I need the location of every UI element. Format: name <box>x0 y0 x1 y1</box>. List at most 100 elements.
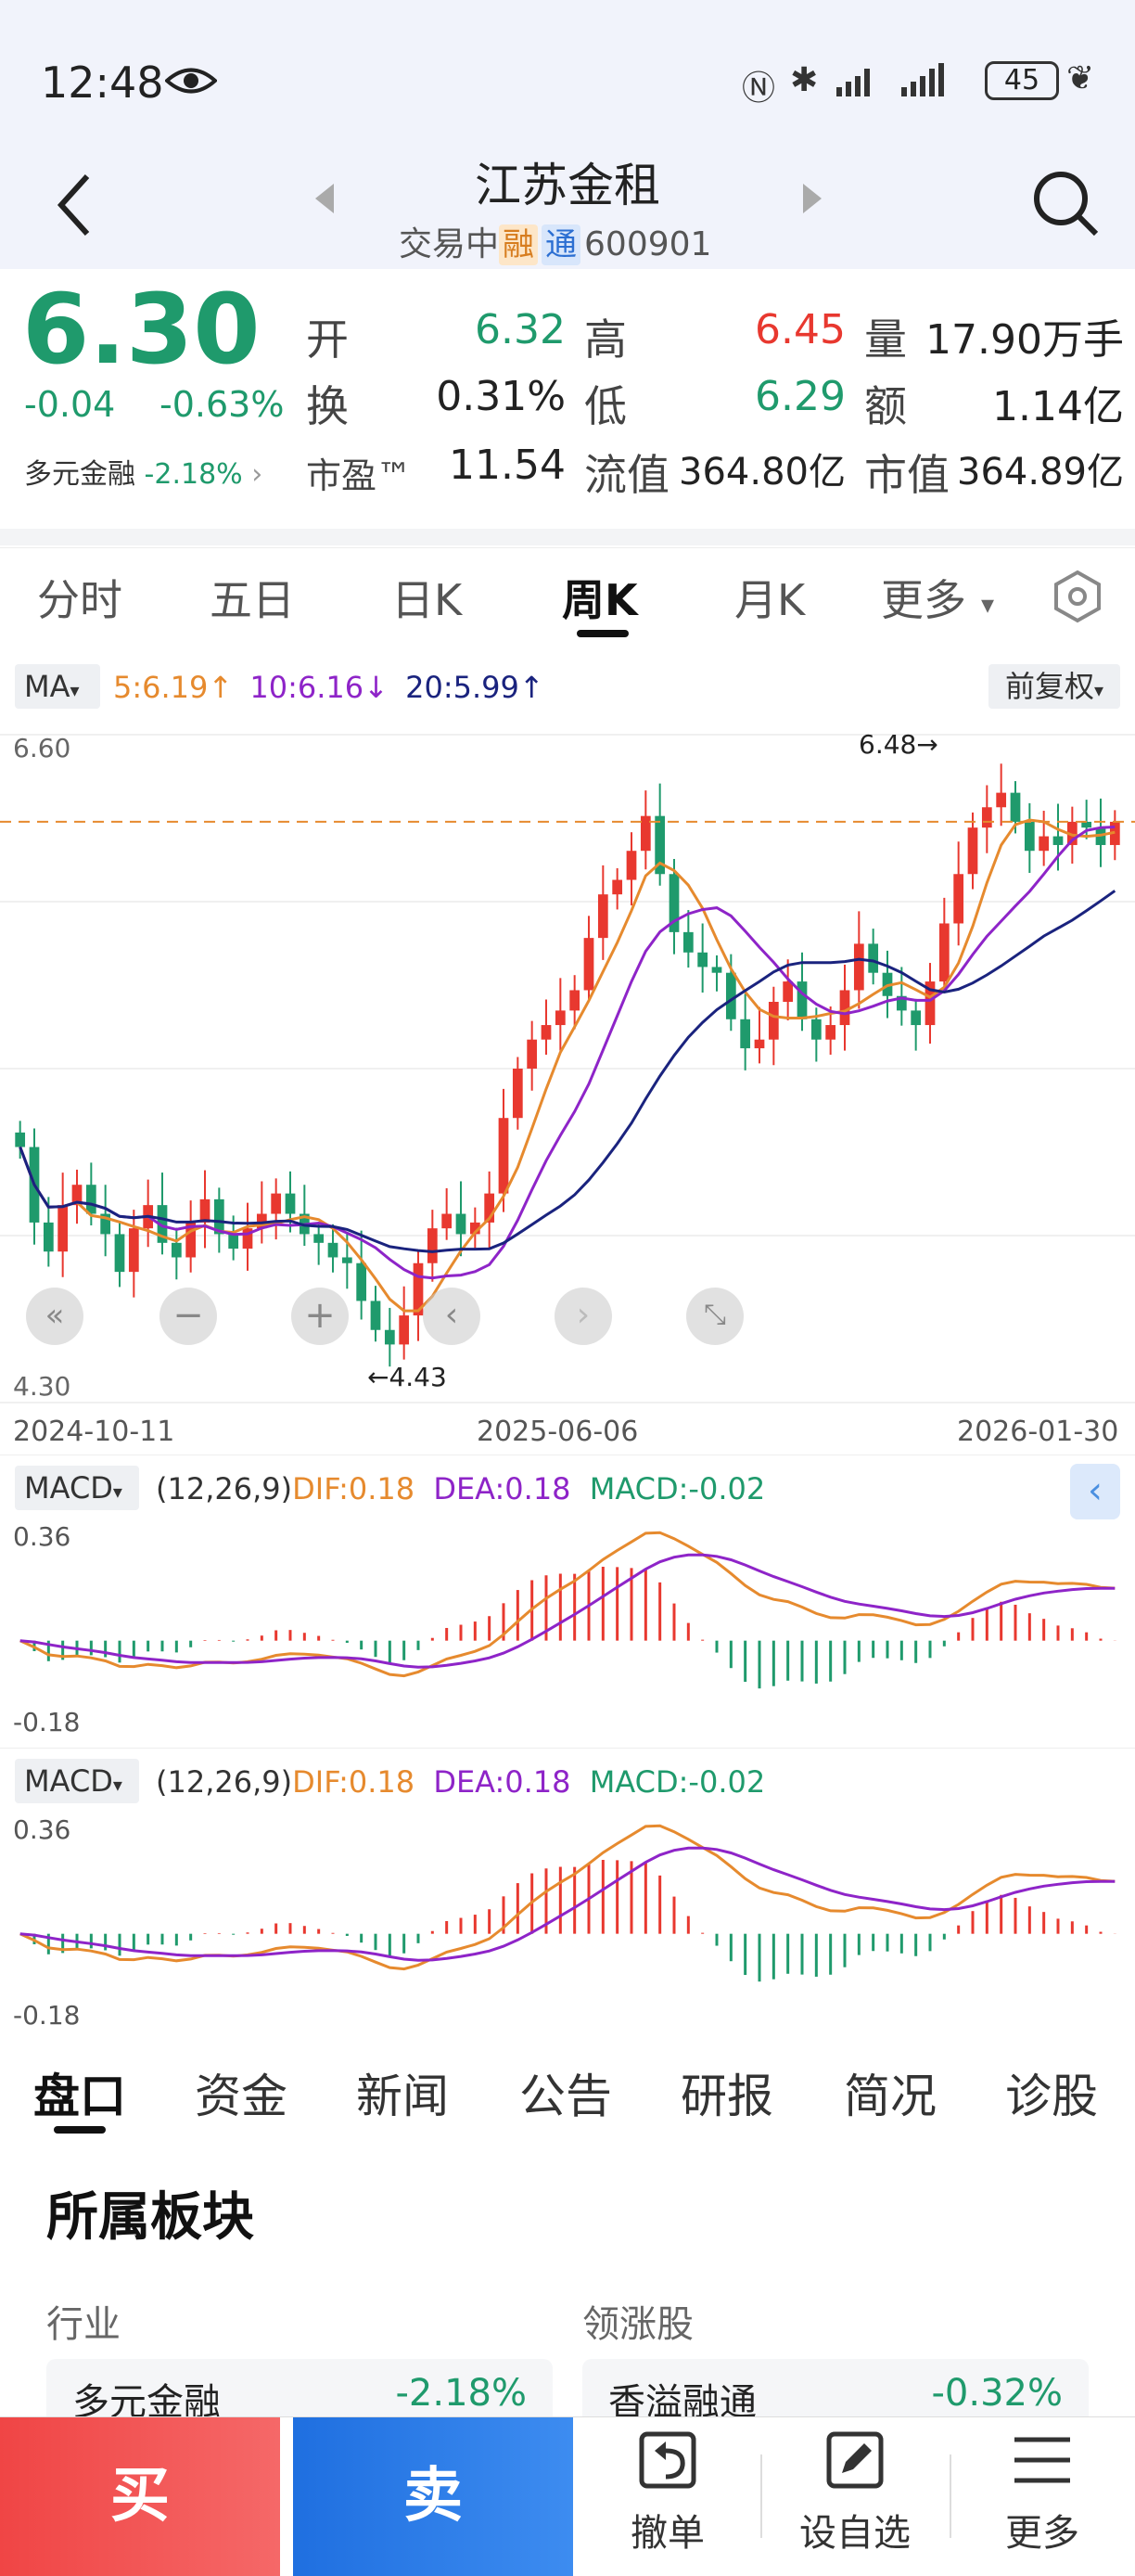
macd-y-top: 0.36 <box>13 1814 71 1845</box>
candle-body <box>1024 821 1035 852</box>
macd-chart-2[interactable] <box>0 1813 1135 1998</box>
ma20-value: 20:5.99 <box>405 670 519 705</box>
settings-icon[interactable] <box>1050 569 1105 628</box>
tab-more[interactable]: 更多 <box>881 575 966 625</box>
candle-body <box>996 792 1007 808</box>
tab-research[interactable]: 研报 <box>681 2070 773 2123</box>
arrow-up-icon: ↑ <box>518 670 544 705</box>
high-label: 高 <box>584 314 627 365</box>
zoom-out-icon[interactable]: − <box>159 1288 217 1345</box>
leaf-icon: ❦ <box>1066 59 1095 97</box>
candle-body <box>825 1025 836 1040</box>
tab-profile[interactable]: 简况 <box>844 2070 937 2123</box>
candle-body <box>711 967 722 973</box>
candle-body <box>967 827 978 875</box>
market-cap-label: 市值 <box>864 450 950 500</box>
cancel-order-label: 撤单 <box>631 2512 705 2555</box>
eye-icon <box>163 65 219 100</box>
tab-daily[interactable]: 日K <box>391 575 463 625</box>
volume-label: 量 <box>864 314 907 365</box>
candle-body <box>853 943 864 991</box>
chevron-left-icon[interactable]: ‹ <box>423 1288 480 1345</box>
dif-value: DIF:0.18 <box>292 1764 415 1800</box>
search-icon[interactable] <box>1029 167 1103 245</box>
candle-body <box>640 815 651 852</box>
candle-body <box>171 1242 182 1258</box>
collapse-panel-icon[interactable]: ‹ <box>1070 1464 1120 1519</box>
candle-body <box>754 1039 765 1049</box>
trading-status: 交易中 <box>399 225 500 263</box>
adjust-label: 前复权 <box>1004 669 1094 704</box>
candle-body <box>953 874 964 924</box>
high-value: 6.45 <box>755 306 846 353</box>
sector-link[interactable]: 多元金融 -2.18% › <box>24 451 262 492</box>
industry-pct: -2.18% <box>395 2372 527 2415</box>
leader-label: 领涨股 <box>582 2303 694 2346</box>
active-tab-indicator <box>54 2126 106 2134</box>
tab-monthly[interactable]: 月K <box>734 575 806 625</box>
chevron-right-icon[interactable]: › <box>555 1288 612 1345</box>
buy-button[interactable]: 买 <box>0 2417 280 2576</box>
indicator-selector-1[interactable]: MACD▾ <box>15 1466 139 1510</box>
candle-body <box>285 1193 296 1214</box>
dif-line <box>19 1824 1116 1971</box>
float-cap-label: 流值 <box>584 450 670 500</box>
price-change: -0.04 <box>24 384 116 425</box>
prev-stock-icon[interactable] <box>313 182 336 219</box>
dea-line <box>19 1553 1116 1669</box>
next-stock-icon[interactable] <box>801 182 823 219</box>
candle-body <box>1081 821 1092 828</box>
candle-body <box>71 1185 83 1206</box>
tab-orderbook[interactable]: 盘口 <box>33 2070 126 2123</box>
ma-selector-label: MA <box>24 669 70 704</box>
zoom-in-icon[interactable]: + <box>291 1288 349 1345</box>
scroll-left-icon[interactable]: « <box>26 1288 83 1345</box>
candle-body <box>384 1329 395 1345</box>
candle-body <box>669 874 680 932</box>
candle-body <box>128 1228 139 1273</box>
float-cap-value: 364.80亿 <box>679 451 846 493</box>
add-watchlist-button[interactable]: 设自选 <box>781 2427 929 2557</box>
tab-news[interactable]: 新闻 <box>356 2070 449 2123</box>
back-button[interactable] <box>56 173 93 241</box>
cancel-order-button[interactable]: 撤单 <box>593 2427 742 2557</box>
more-button[interactable]: 更多 <box>968 2427 1116 2557</box>
ma-selector[interactable]: MA▾ <box>15 664 100 709</box>
candle-body <box>697 952 708 968</box>
section-title: 所属板块 <box>46 2187 254 2248</box>
candle-body <box>1066 821 1078 845</box>
low-label: 低 <box>584 381 627 431</box>
tab-intraday[interactable]: 分时 <box>37 575 122 625</box>
indicator-selector-2[interactable]: MACD▾ <box>15 1759 139 1803</box>
macd-params: (12,26,9) <box>156 1471 293 1506</box>
fullscreen-icon[interactable]: ⤡ <box>686 1288 744 1345</box>
candle-body <box>370 1301 381 1330</box>
divider <box>0 1748 1135 1749</box>
stock-subtitle: 交易中融通 600901 <box>399 217 711 265</box>
connect-tag: 通 <box>542 224 581 265</box>
candle-body <box>85 1185 96 1214</box>
arrow-up-icon: ↑ <box>208 670 234 705</box>
caret-down-icon: ▾ <box>1093 679 1104 701</box>
tab-weekly[interactable]: 周K <box>562 575 638 625</box>
stock-header: 江苏金租 交易中融通 600901 <box>0 139 1135 269</box>
status-bar: 12:48 Ⓝ ✱ 45 ❦ <box>0 0 1135 158</box>
ma20-line <box>19 890 1116 1253</box>
tab-announcements[interactable]: 公告 <box>519 2070 612 2123</box>
sell-button[interactable]: 卖 <box>293 2417 573 2576</box>
macd-chart-1[interactable] <box>0 1519 1135 1705</box>
candle-body <box>15 1132 26 1147</box>
candle-body <box>413 1262 424 1316</box>
ma5-line <box>19 818 1116 1313</box>
last-price: 6.30 <box>22 273 261 386</box>
tab-funds[interactable]: 资金 <box>195 2070 287 2123</box>
tab-diagnosis[interactable]: 诊股 <box>1005 2070 1098 2123</box>
caret-down-icon: ▾ <box>981 589 995 620</box>
divider <box>950 2454 951 2538</box>
kline-chart[interactable] <box>0 725 1135 1486</box>
candle-body <box>512 1069 523 1119</box>
adjust-selector[interactable]: 前复权▾ <box>988 664 1120 709</box>
candle-body <box>981 807 992 828</box>
macd-y-bottom: -0.18 <box>13 1707 81 1737</box>
tab-five-day[interactable]: 五日 <box>210 575 295 625</box>
